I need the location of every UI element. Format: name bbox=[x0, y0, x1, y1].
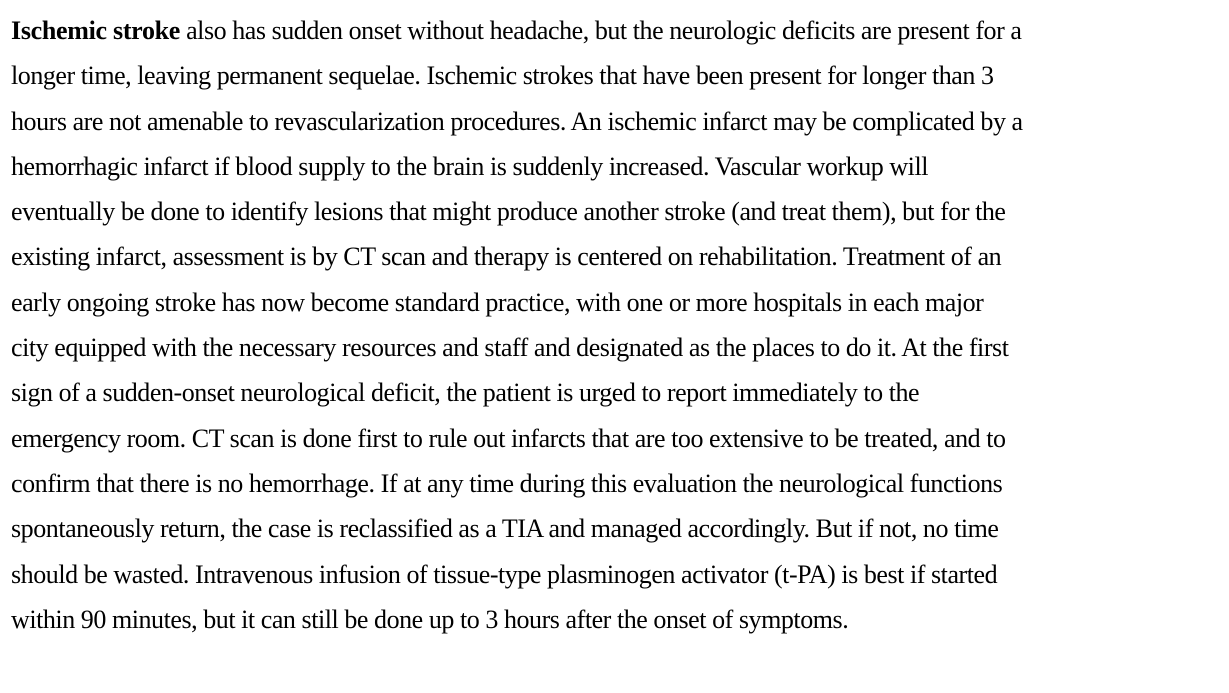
paragraph-line-14: within 90 minutes, but it can still be d… bbox=[11, 604, 849, 634]
paragraph-line-2: longer time, leaving permanent sequelae.… bbox=[11, 61, 994, 91]
paragraph-line-9: sign of a sudden-onset neurological defi… bbox=[11, 378, 920, 408]
paragraph-line-5: eventually be done to identify lesions t… bbox=[11, 197, 1006, 227]
paragraph-line-6: existing infarct, assessment is by CT sc… bbox=[11, 242, 1002, 272]
paragraph-line-10: emergency room. CT scan is done first to… bbox=[11, 423, 1006, 453]
paragraph-line-3: hours are not amenable to revascularizat… bbox=[11, 106, 1023, 136]
paragraph-line-11: confirm that there is no hemorrhage. If … bbox=[11, 468, 1003, 498]
paragraph-line-13: should be wasted. Intravenous infusion o… bbox=[11, 559, 998, 589]
paragraph-line-8: city equipped with the necessary resourc… bbox=[11, 333, 1009, 363]
paragraph-line-1: Ischemic stroke also has sudden onset wi… bbox=[11, 8, 1225, 53]
paragraph-line-7: early ongoing stroke has now become stan… bbox=[11, 287, 984, 317]
term-heading: Ischemic stroke bbox=[11, 16, 181, 45]
paragraph-line-4: hemorrhagic infarct if blood supply to t… bbox=[11, 151, 928, 181]
paragraph-line-1-text: also has sudden onset without headache, … bbox=[180, 16, 1022, 45]
document-paragraph: Ischemic stroke also has sudden onset wi… bbox=[11, 8, 1225, 642]
paragraph-line-12: spontaneously return, the case is reclas… bbox=[11, 514, 999, 544]
